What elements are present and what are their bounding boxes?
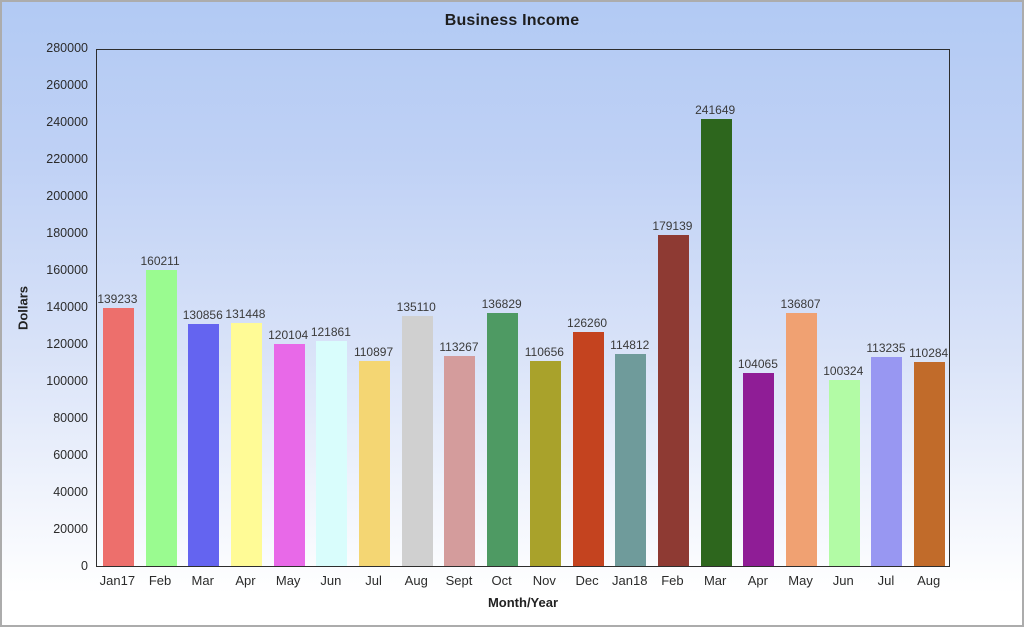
y-tick-label: 280000 [46, 41, 88, 55]
bar-aug [401, 316, 433, 566]
y-tick-label: 200000 [46, 189, 88, 203]
x-tick-label: Jun [832, 573, 854, 588]
x-tick-label: May [275, 573, 301, 588]
bar-mar [188, 323, 220, 566]
y-tick-label: 20000 [53, 522, 88, 536]
bar-feb [657, 234, 689, 566]
x-tick-label: Mar [703, 573, 727, 588]
bar-nov [529, 361, 561, 566]
bar-oct [487, 312, 519, 566]
x-tick-label: Nov [532, 573, 556, 588]
x-tick-label: Jun [320, 573, 342, 588]
x-axis-title: Month/Year [487, 595, 559, 610]
bar-sept [444, 356, 476, 566]
y-tick-label: 100000 [46, 374, 88, 388]
bar-mar [700, 118, 732, 566]
x-tick-label: Jul [877, 573, 895, 588]
bar-jan18 [615, 353, 647, 566]
bar-jul [359, 360, 391, 566]
bar-apr [230, 322, 262, 566]
bar-jun [828, 380, 860, 566]
x-tick-label: Feb [661, 573, 684, 588]
bars-layer [97, 50, 949, 566]
bar-jan17 [102, 308, 134, 566]
y-tick-label: 0 [81, 559, 88, 573]
x-tick-label: Feb [148, 573, 172, 588]
y-tick-label: 40000 [53, 485, 88, 499]
y-tick-label: 120000 [46, 337, 88, 351]
x-tick-label: Apr [747, 573, 768, 588]
bar-may [786, 312, 818, 566]
x-tick-label: Oct [491, 573, 512, 588]
x-tick-label: Jan18 [612, 573, 648, 588]
bar-dec [572, 332, 604, 566]
plot-area [96, 49, 950, 567]
y-axis-title: Dollars [15, 285, 31, 331]
x-tick-label: Aug [404, 573, 428, 588]
x-tick-label: May [788, 573, 813, 588]
y-tick-label: 260000 [46, 78, 88, 92]
bar-may [273, 343, 305, 566]
bar-jul [871, 356, 903, 566]
x-tick-label: Dec [575, 573, 599, 588]
x-tick-label: Aug [917, 573, 941, 588]
bar-feb [145, 269, 177, 566]
x-tick-label: Jan17 [99, 573, 136, 588]
x-tick-label: Jul [365, 573, 382, 588]
x-tick-label: Apr [235, 573, 256, 588]
x-tick-label: Mar [191, 573, 214, 588]
y-tick-label: 160000 [46, 263, 88, 277]
x-tick-label: Sept [445, 573, 473, 588]
bar-jun [316, 340, 348, 566]
bar-aug [914, 361, 946, 566]
y-tick-label: 220000 [46, 152, 88, 166]
y-tick-label: 60000 [53, 448, 88, 462]
y-tick-label: 80000 [53, 411, 88, 425]
chart-title: Business Income [444, 12, 580, 29]
y-tick-label: 240000 [46, 115, 88, 129]
bar-apr [743, 373, 775, 566]
y-tick-label: 180000 [46, 226, 88, 240]
